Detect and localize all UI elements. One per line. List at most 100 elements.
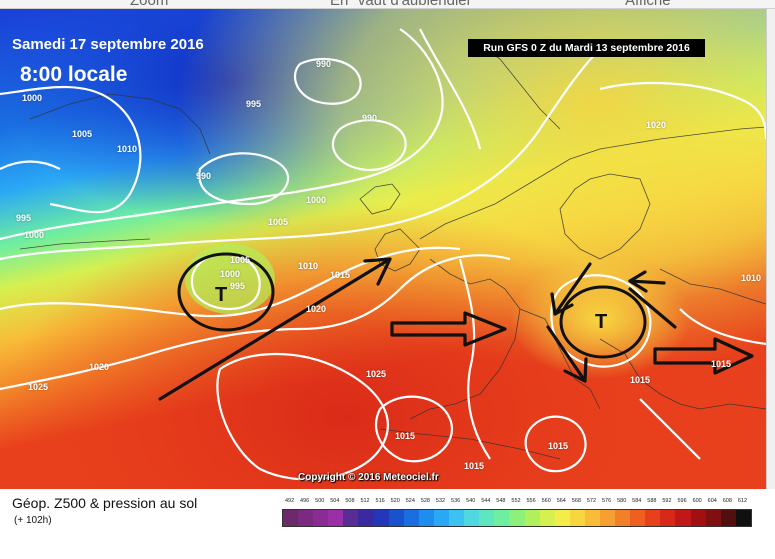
scale-tick-label: 564 [556,498,566,504]
scale-color-swatch [358,510,374,526]
scale-color-swatch [343,510,359,526]
low-symbol-central-europe: T [595,311,608,333]
cyclonic-arrow-south [546,325,587,383]
low-symbol-atlantic: T [215,284,228,306]
scale-tick-label: 552 [511,498,521,504]
scale-color-swatch [313,510,329,526]
isobar-label: 995 [16,213,32,223]
scale-color-swatch [373,510,389,526]
isobar-label: 1015 [711,359,732,369]
scale-color-swatch [328,510,344,526]
scale-color-swatch [539,510,555,526]
scale-color-swatch [705,510,721,526]
scale-color-swatch [509,510,525,526]
scale-tick-label: 528 [420,498,430,504]
isobar-label: 1015 [330,270,351,280]
scale-tick-label: 588 [647,498,657,504]
isobar-label: 1005 [72,129,93,139]
flow-arrows [158,257,754,401]
scale-color-swatch [630,510,646,526]
toolbar-middle-label[interactable]: En "vaut d'aubiendier" [330,0,477,9]
scale-color-swatch [449,510,465,526]
isobar-label: 995 [246,99,262,109]
cyclonic-arrow-east [628,287,677,329]
map-legend: Géop. Z500 & pression au sol (+ 102h) 49… [0,490,775,559]
isobar-label: 1015 [548,441,569,451]
scale-tick-label: 536 [451,498,461,504]
forecast-hour: (+ 102h) [14,515,52,526]
cyclonic-arrow-south-head [563,357,588,383]
scale-color-swatch [494,510,510,526]
forecast-time-title: 8:00 locale [20,63,128,86]
isobar-label: 1015 [464,461,485,471]
cyclonic-arrow-east-top [628,279,666,285]
isobar-label: 1010 [298,261,319,271]
scale-color-swatch [479,510,495,526]
browser-toolbar-strip: Zoom En "vaut d'aubiendier" Affiche [0,0,775,9]
isobar-label: 995 [230,281,246,291]
cyclonic-arrow-north-head [550,292,574,316]
scale-tick-label: 604 [707,498,717,504]
scale-tick-label: 556 [526,498,536,504]
scale-tick-label: 572 [586,498,597,504]
isobar-label: 1010 [117,144,138,154]
scale-tick-label: 576 [601,498,612,504]
scale-color-swatch [660,510,676,526]
isobar-label: 1005 [230,255,251,265]
scale-tick-label: 492 [284,498,295,504]
scale-color-swatch [675,510,691,526]
scale-tick-label: 592 [662,498,672,504]
scale-color-swatch [388,510,404,526]
isobar-label: 990 [316,59,332,69]
map-canvas [0,9,766,489]
scale-tick-label: 584 [632,498,642,504]
isobar-label: 1020 [306,304,327,314]
central-europe-low-circle [559,285,647,359]
isobar-label: 990 [362,113,378,123]
isobar-label: 1025 [366,369,387,379]
isobar-label: 1015 [630,375,651,385]
color-scale-ticks: 492 496 500 504 508 512 516 520 524 528 532 536 540 5… [282,498,750,508]
scale-tick-label: 548 [496,498,506,504]
isobar-label: 1000 [22,93,43,103]
scale-tick-label: 580 [617,498,627,504]
southwest-to-northeast-flow-arrow [158,257,392,401]
isobar-label: 1025 [28,382,49,392]
scale-tick-label: 600 [692,498,702,504]
scale-color-swatch [464,510,480,526]
scale-color-swatch [735,510,751,526]
hot-south-shading [0,9,766,489]
scale-tick-label: 500 [315,498,325,504]
scale-tick-label: 596 [677,498,687,504]
model-run-label: Run GFS 0 Z du Mardi 13 septembre 2016 [468,39,705,57]
scale-tick-label: 540 [466,498,476,504]
scale-tick-label: 612 [737,498,748,504]
cyclonic-arrow-north [553,262,592,316]
toolbar-right-label[interactable]: Affiche [625,0,671,9]
scale-tick-label: 568 [571,498,581,504]
isobar-label: 1010 [741,273,762,283]
scale-tick-label: 560 [541,498,551,504]
legend-title: Géop. Z500 & pression au sol [12,495,198,511]
right-scrollbar-strip[interactable] [766,9,775,489]
scale-color-swatch [433,510,450,526]
scale-tick-label: 504 [330,498,340,504]
cyclonic-arrow-east-top-head [628,270,648,293]
scale-tick-label: 496 [300,498,310,504]
scale-color-swatch [418,510,434,526]
scale-tick-label: 508 [345,498,355,504]
scale-color-swatch [554,510,570,526]
isobar-label: 1005 [268,217,289,227]
color-scale-bar [282,509,752,527]
scale-color-swatch [403,510,419,526]
scale-color-swatch [690,510,706,526]
scale-color-swatch [584,510,600,526]
isobar-label: 990 [196,171,212,181]
isobar-label: 1000 [24,230,45,240]
scale-color-swatch [298,510,314,526]
zoom-label[interactable]: Zoom [130,0,169,9]
isobar-label: 1000 [220,269,241,279]
scale-tick-label: 532 [435,498,446,504]
scale-color-swatch [645,510,661,526]
scale-tick-label: 608 [722,498,732,504]
